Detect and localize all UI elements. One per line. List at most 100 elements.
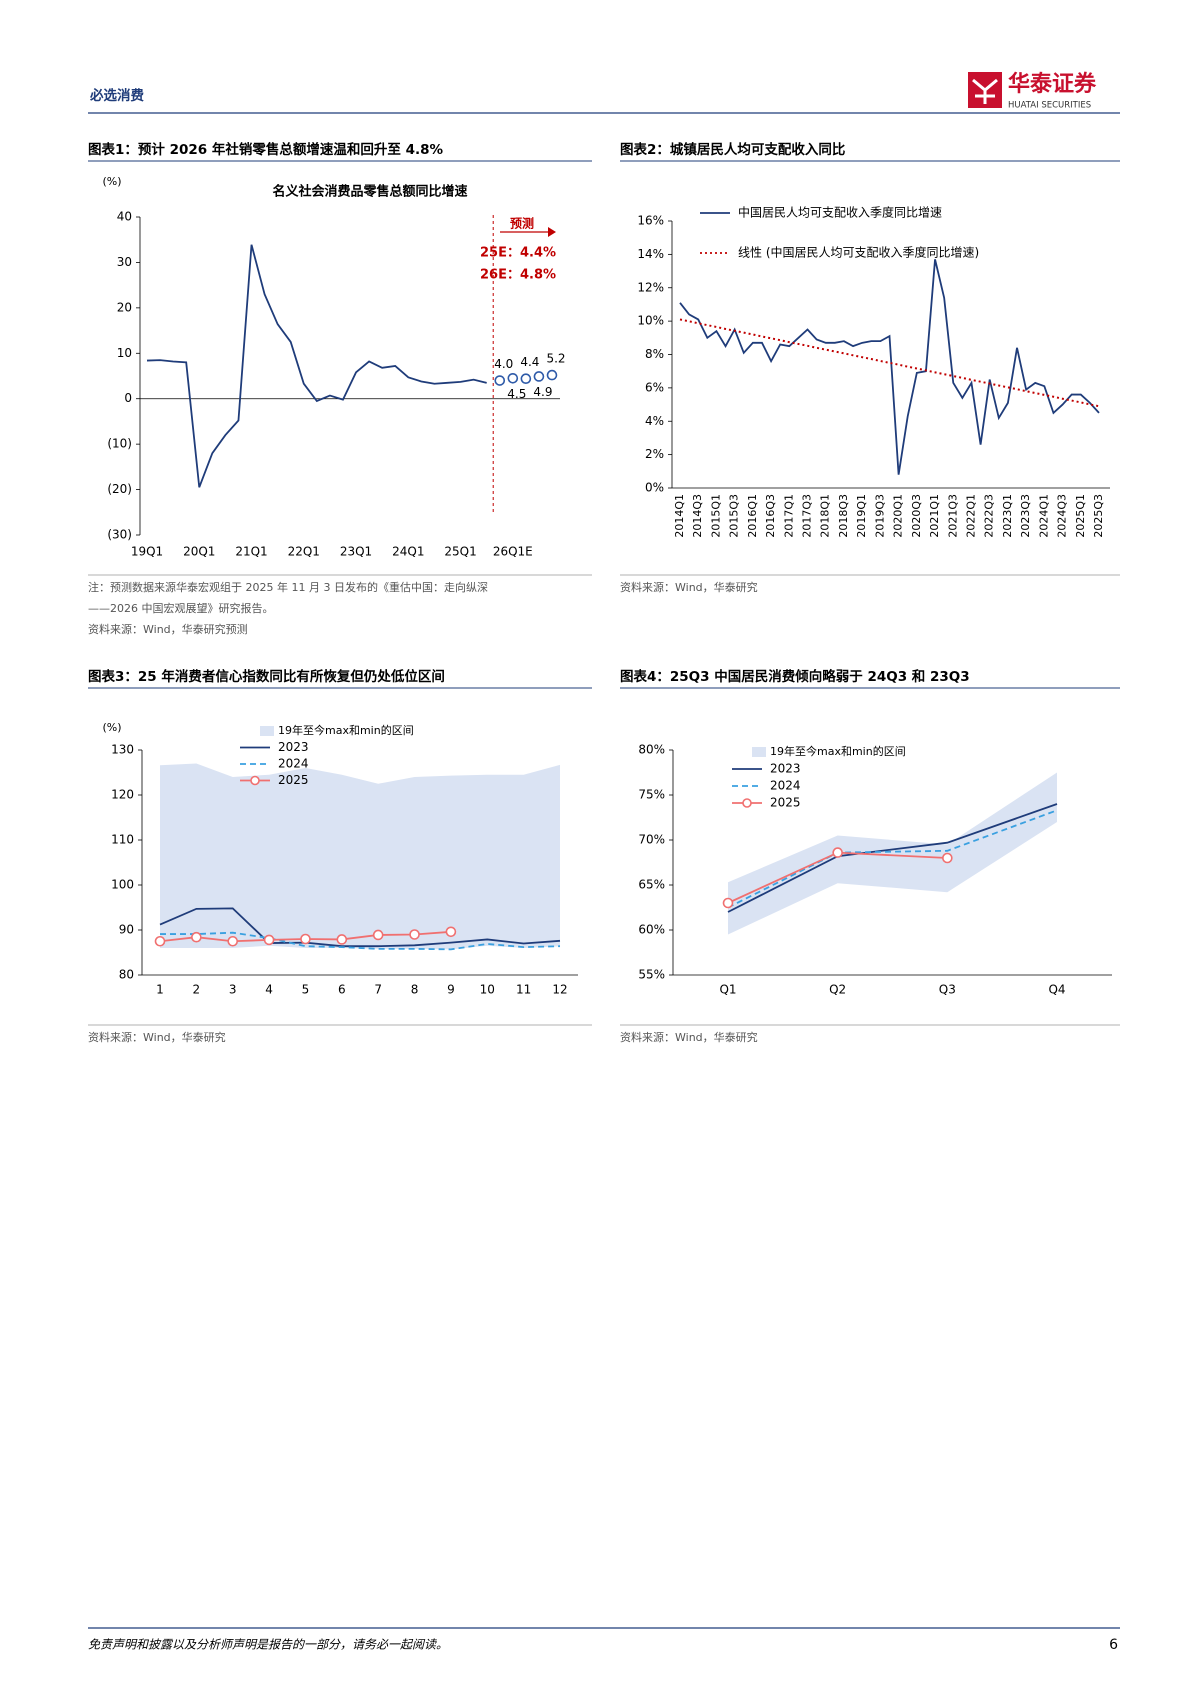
x-tick-label: 2020Q3 xyxy=(910,494,923,538)
annotation: 预测 xyxy=(510,216,534,231)
x-tick-label: 2024Q3 xyxy=(1056,494,1069,538)
series-marker xyxy=(227,935,239,947)
series-line xyxy=(727,809,1058,909)
x-tick-label: 5 xyxy=(302,983,310,997)
series-marker xyxy=(263,934,275,946)
data-label: 4.0 xyxy=(494,357,513,371)
y-tick-label: (30) xyxy=(107,528,132,542)
x-tick-label: 8 xyxy=(411,983,419,997)
series-line xyxy=(159,907,561,948)
y-tick-label: 4% xyxy=(645,414,664,428)
x-tick-label: 2018Q1 xyxy=(819,494,832,538)
x-tick-label: 9 xyxy=(447,983,455,997)
series-marker xyxy=(191,931,202,943)
series-line xyxy=(160,931,561,951)
logo-glyph xyxy=(972,78,998,104)
x-tick-label: 7 xyxy=(374,983,382,997)
x-tick-label: 6 xyxy=(338,983,346,997)
x-tick-label: 12 xyxy=(552,983,567,997)
x-tick-label: 20Q1 xyxy=(183,545,215,559)
x-tick-label: 2017Q3 xyxy=(801,494,814,538)
legend-label: 2023 xyxy=(770,762,801,776)
y-tick-label: 0 xyxy=(124,391,132,405)
range-band xyxy=(160,763,560,950)
x-tick-label: 2021Q1 xyxy=(928,494,941,538)
y-tick-label: (20) xyxy=(107,482,132,496)
y-tick-label: 90 xyxy=(119,923,134,937)
x-tick-label: 2 xyxy=(193,983,201,997)
logo-text: 华泰证券 xyxy=(1008,71,1097,97)
legend-marker xyxy=(742,798,752,808)
y-tick-label: 40 xyxy=(117,210,132,224)
x-tick-label: 2018Q3 xyxy=(837,494,850,538)
figure-source: 资料来源：Wind，华泰研究 xyxy=(88,1030,226,1044)
y-tick-label: 20 xyxy=(117,300,132,314)
y-tick-label: 16% xyxy=(637,214,664,228)
legend-label: 2024 xyxy=(278,757,309,771)
series-line xyxy=(679,318,1100,408)
x-tick-label: 2017Q1 xyxy=(782,494,795,538)
data-label: 4.4 xyxy=(520,355,539,369)
y-tick-label: 10 xyxy=(117,346,132,360)
disclaimer: 免责声明和披露以及分析师声明是报告的一部分，请务必一起阅读。 xyxy=(88,1638,448,1652)
annotation: 25E：4.4% xyxy=(480,246,556,261)
data-label: 4.9 xyxy=(533,385,552,399)
x-tick-label: 3 xyxy=(229,983,237,997)
x-tick-label: 22Q1 xyxy=(288,545,320,559)
series-line xyxy=(679,259,1100,475)
x-tick-label: 1 xyxy=(156,983,164,997)
figure-caption: 图表3：25 年消费者信心指数同比有所恢复但仍处低位区间 xyxy=(88,668,445,685)
x-tick-label: 2014Q1 xyxy=(673,494,686,538)
x-tick-label: 2019Q1 xyxy=(855,494,868,538)
y-tick-label: 6% xyxy=(645,380,664,394)
x-tick-label: 2015Q3 xyxy=(728,494,741,538)
y-tick-label: 130 xyxy=(111,743,134,757)
figure-note: ——2026 中国宏观展望》研究报告。 xyxy=(88,601,274,615)
legend-label: 线性 (中国居民人均可支配收入季度同比增速) xyxy=(738,245,979,260)
figure-source: 资料来源：Wind，华泰研究 xyxy=(620,1030,758,1044)
x-tick-label: 2023Q1 xyxy=(1001,494,1014,538)
y-tick-label: 8% xyxy=(645,347,664,361)
legend-label: 2023 xyxy=(278,740,309,754)
annotation-arrowhead xyxy=(548,227,556,237)
y-tick-label: (10) xyxy=(107,437,132,451)
series-marker xyxy=(533,371,545,382)
series-marker xyxy=(154,935,166,947)
x-tick-label: 2021Q3 xyxy=(946,494,959,538)
y-axis-label: (%) xyxy=(102,721,121,734)
x-tick-label: 2022Q1 xyxy=(964,494,977,538)
y-tick-label: 30 xyxy=(117,255,132,269)
legend-marker xyxy=(250,775,260,786)
y-tick-label: 12% xyxy=(637,280,664,294)
series-marker xyxy=(546,369,558,381)
x-tick-label: 25Q1 xyxy=(444,545,476,559)
y-axis-label: (%) xyxy=(102,175,121,188)
series-marker xyxy=(942,852,953,864)
chart-title: 名义社会消费品零售总额同比增速 xyxy=(272,184,467,200)
legend-label: 2025 xyxy=(278,773,309,787)
series-marker xyxy=(445,926,457,938)
series-marker xyxy=(520,373,532,385)
y-tick-label: 110 xyxy=(111,833,134,847)
x-tick-label: 21Q1 xyxy=(235,545,267,559)
data-label: 5.2 xyxy=(546,352,565,366)
y-tick-label: 55% xyxy=(638,968,665,982)
x-tick-label: Q4 xyxy=(1048,983,1065,997)
series-line xyxy=(727,803,1058,913)
series-marker xyxy=(494,375,506,386)
section-title: 必选消费 xyxy=(89,87,144,104)
x-tick-label: Q1 xyxy=(719,983,736,997)
range-band xyxy=(728,772,1057,935)
y-tick-label: 2% xyxy=(645,447,664,461)
x-tick-label: Q2 xyxy=(829,983,846,997)
figure-caption: 图表4：25Q3 中国居民消费倾向略弱于 24Q3 和 23Q3 xyxy=(620,668,970,685)
series-marker xyxy=(507,372,519,384)
figure-source: 资料来源：Wind，华泰研究预测 xyxy=(88,622,248,636)
x-tick-label: 2023Q3 xyxy=(1019,494,1032,538)
data-label: 4.5 xyxy=(507,387,526,401)
x-tick-label: 10 xyxy=(480,983,495,997)
series-marker xyxy=(832,847,843,858)
y-tick-label: 120 xyxy=(111,788,134,802)
x-tick-label: 11 xyxy=(516,983,531,997)
series-line xyxy=(146,244,487,488)
